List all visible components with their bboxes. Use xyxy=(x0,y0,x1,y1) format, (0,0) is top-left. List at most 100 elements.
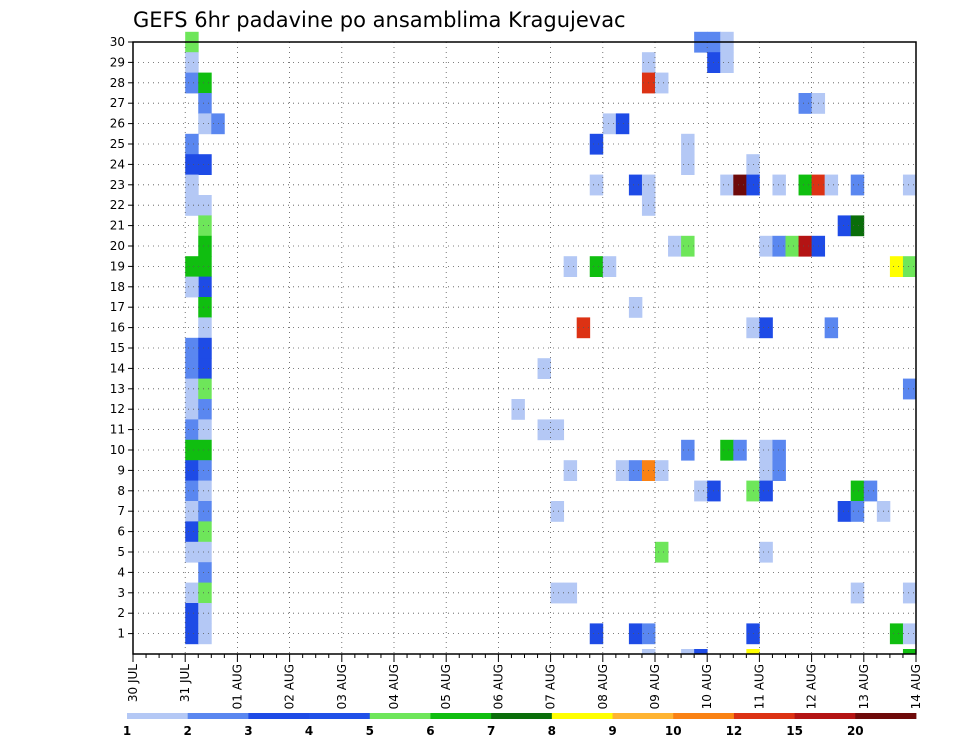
heatmap-cell xyxy=(628,460,643,481)
heatmap-cell xyxy=(198,72,212,94)
heatmap-cell xyxy=(185,276,199,298)
y-tick-label: 21 xyxy=(110,219,125,233)
x-tick-label: 12 AUG xyxy=(805,664,819,709)
heatmap-cell xyxy=(198,215,212,237)
heatmap-cell xyxy=(198,317,212,339)
heatmap-cell xyxy=(550,501,565,522)
heatmap-cell xyxy=(198,378,212,400)
heatmap-cell xyxy=(589,174,604,196)
heatmap-cell xyxy=(837,501,852,522)
y-tick-label: 4 xyxy=(117,565,125,579)
x-tick-label: 08 AUG xyxy=(596,664,610,709)
y-tick-label: 7 xyxy=(117,504,125,518)
heatmap-cell xyxy=(563,256,578,277)
heatmap-cell xyxy=(185,174,199,196)
heatmap-cell xyxy=(589,133,604,155)
legend-label: 10 xyxy=(665,724,682,738)
heatmap-cell xyxy=(537,358,551,379)
heatmap-cell xyxy=(185,358,199,379)
y-tick-label: 13 xyxy=(110,382,125,396)
legend-swatch xyxy=(673,713,735,719)
heatmap-cell xyxy=(198,297,212,318)
y-tick-label: 1 xyxy=(117,627,125,641)
heatmap-cell xyxy=(198,337,212,359)
heatmap-cell xyxy=(185,439,199,461)
heatmap-cell xyxy=(772,460,786,481)
heatmap-cell xyxy=(655,460,669,481)
heatmap-cell xyxy=(185,133,199,155)
x-tick-label: 06 AUG xyxy=(491,664,505,709)
heatmap-cell xyxy=(185,154,199,175)
grid-lines xyxy=(133,42,916,654)
heatmap-cell xyxy=(185,623,199,645)
x-tick-label: 10 AUG xyxy=(700,664,714,709)
heatmap-cell xyxy=(759,480,773,502)
legend-swatch xyxy=(187,713,249,719)
heatmap-cell xyxy=(694,649,708,655)
heatmap-cell xyxy=(185,541,199,563)
heatmap-cell xyxy=(681,154,695,175)
heatmap-cell xyxy=(198,439,212,461)
heatmap-cell xyxy=(198,603,212,624)
heatmap-cell xyxy=(772,235,786,257)
heatmap-cell xyxy=(550,419,565,441)
heatmap-cell xyxy=(185,195,199,216)
heatmap-cell xyxy=(198,358,212,379)
heatmap-cell xyxy=(720,439,734,461)
heatmap-cell xyxy=(185,521,199,543)
heatmap-cell xyxy=(902,378,917,400)
heatmap-cell xyxy=(772,174,786,196)
heatmap-cell xyxy=(198,256,212,277)
heatmap-cell xyxy=(733,174,747,196)
heatmap-cell xyxy=(772,439,786,461)
legend-label: 4 xyxy=(305,724,313,738)
heatmap-cell xyxy=(681,235,695,257)
x-tick-label: 14 AUG xyxy=(909,664,923,709)
legend-label: 6 xyxy=(426,724,434,738)
legend-swatch xyxy=(551,713,613,719)
legend-swatch xyxy=(612,713,674,719)
y-tick-label: 5 xyxy=(117,545,125,559)
heatmap-cell xyxy=(198,501,212,522)
heatmap-cell xyxy=(641,649,656,655)
y-tick-label: 25 xyxy=(110,137,125,151)
heatmap-cell xyxy=(798,235,812,257)
heatmap-cell xyxy=(185,460,199,481)
heatmap-cell xyxy=(628,623,643,645)
heatmap-cell xyxy=(198,195,212,216)
legend-swatch xyxy=(248,713,310,719)
heatmap-cell xyxy=(602,113,617,135)
heatmap-cell xyxy=(850,215,865,237)
y-tick-label: 18 xyxy=(110,280,125,294)
legend-swatch xyxy=(369,713,431,719)
legend-label: 15 xyxy=(786,724,803,738)
y-tick-label: 23 xyxy=(110,178,125,192)
y-tick-label: 22 xyxy=(110,198,125,212)
heatmap-cell xyxy=(720,174,734,196)
heatmap-cell xyxy=(198,113,212,135)
heatmap-cell xyxy=(563,582,578,604)
heatmap-cell xyxy=(198,399,212,420)
legend-label: 8 xyxy=(548,724,556,738)
legend-swatch xyxy=(309,713,371,719)
y-tick-label: 14 xyxy=(110,361,125,375)
heatmap-cell xyxy=(759,439,773,461)
heatmap-cell xyxy=(185,52,199,73)
heatmap-cell xyxy=(746,649,760,655)
heatmap-cell xyxy=(563,460,578,481)
heatmap-cell xyxy=(185,256,199,277)
heatmap-cell xyxy=(863,480,878,502)
legend-label: 7 xyxy=(487,724,495,738)
heatmap-cell xyxy=(759,235,773,257)
x-tick-label: 11 AUG xyxy=(752,664,766,709)
heatmap-cell xyxy=(615,460,630,481)
y-tick-label: 28 xyxy=(110,76,125,90)
heatmap-cell xyxy=(902,174,917,196)
heatmap-cell xyxy=(720,52,734,73)
heatmap-cell xyxy=(185,399,199,420)
heatmap-cell xyxy=(902,582,917,604)
x-tick-label: 03 AUG xyxy=(335,664,349,709)
legend-swatch xyxy=(733,713,796,719)
y-tick-label: 19 xyxy=(110,259,125,273)
